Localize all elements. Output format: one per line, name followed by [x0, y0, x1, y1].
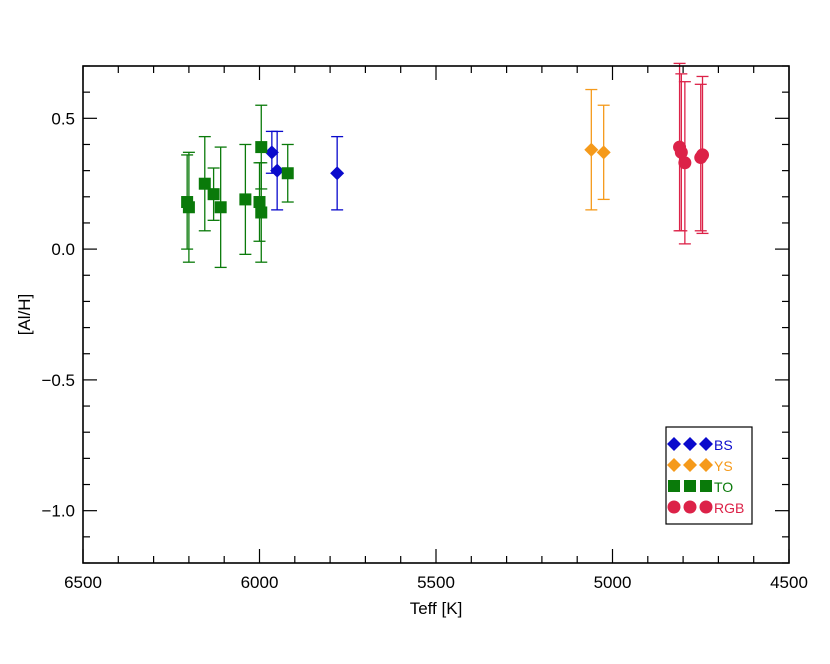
legend-to-marker	[684, 480, 696, 492]
bs-data-point	[330, 166, 345, 181]
to-data-point	[198, 177, 211, 190]
legend-ys-marker	[699, 458, 713, 472]
bs-data-point	[270, 163, 285, 178]
x-tick-label: 6000	[241, 573, 279, 592]
x-tick-label: 5000	[594, 573, 632, 592]
to-data-point	[207, 188, 220, 201]
legend-ys-marker	[683, 458, 697, 472]
bs-data-point	[264, 145, 279, 160]
error-bars	[181, 62, 709, 269]
legend-ys-marker	[667, 458, 681, 472]
x-axis-label: Teff [K]	[410, 599, 463, 618]
to-data-point	[281, 167, 294, 180]
y-tick-label: 0.5	[51, 109, 75, 128]
rgb-data-point	[696, 148, 710, 162]
x-tick-label: 4500	[770, 573, 808, 592]
legend-to-label: TO	[714, 479, 733, 495]
rgb-data-point	[678, 156, 692, 170]
y-tick-label: 0.0	[51, 240, 75, 259]
legend-rgb-label: RGB	[714, 500, 744, 516]
axis-ticks	[82, 65, 790, 564]
y-tick-label: −0.5	[41, 371, 75, 390]
x-tick-label: 5500	[417, 573, 455, 592]
y-tick-label: −1.0	[41, 502, 75, 521]
ys-data-point	[584, 142, 599, 157]
data-markers	[181, 140, 710, 219]
to-data-point	[253, 196, 266, 209]
legend-to-marker	[668, 480, 680, 492]
plot-frame	[82, 65, 790, 564]
to-data-point	[255, 206, 268, 219]
tick-labels: 6500 6000 5500 5000 4500 0.5 0.0 −0.5 −1.0	[41, 109, 807, 592]
x-tick-label: 6500	[64, 573, 102, 592]
to-data-point	[255, 141, 268, 154]
legend-bs-marker	[699, 437, 713, 451]
y-axis-label: [Al/H]	[15, 294, 34, 336]
legend-bs-label: BS	[714, 437, 733, 453]
to-data-point	[239, 193, 252, 206]
legend-bs-marker	[667, 437, 681, 451]
rgb-data-point	[674, 145, 688, 159]
legend: BS YS TO RGB	[665, 426, 753, 525]
legend-bs-marker	[683, 437, 697, 451]
legend-rgb-marker	[667, 500, 681, 514]
legend-rgb-marker	[683, 500, 697, 514]
legend-ys-label: YS	[714, 458, 733, 474]
legend-rgb-marker	[699, 500, 713, 514]
ys-data-point	[596, 145, 611, 160]
legend-to-marker	[700, 480, 712, 492]
to-data-point	[214, 201, 227, 214]
to-data-point	[182, 201, 195, 214]
